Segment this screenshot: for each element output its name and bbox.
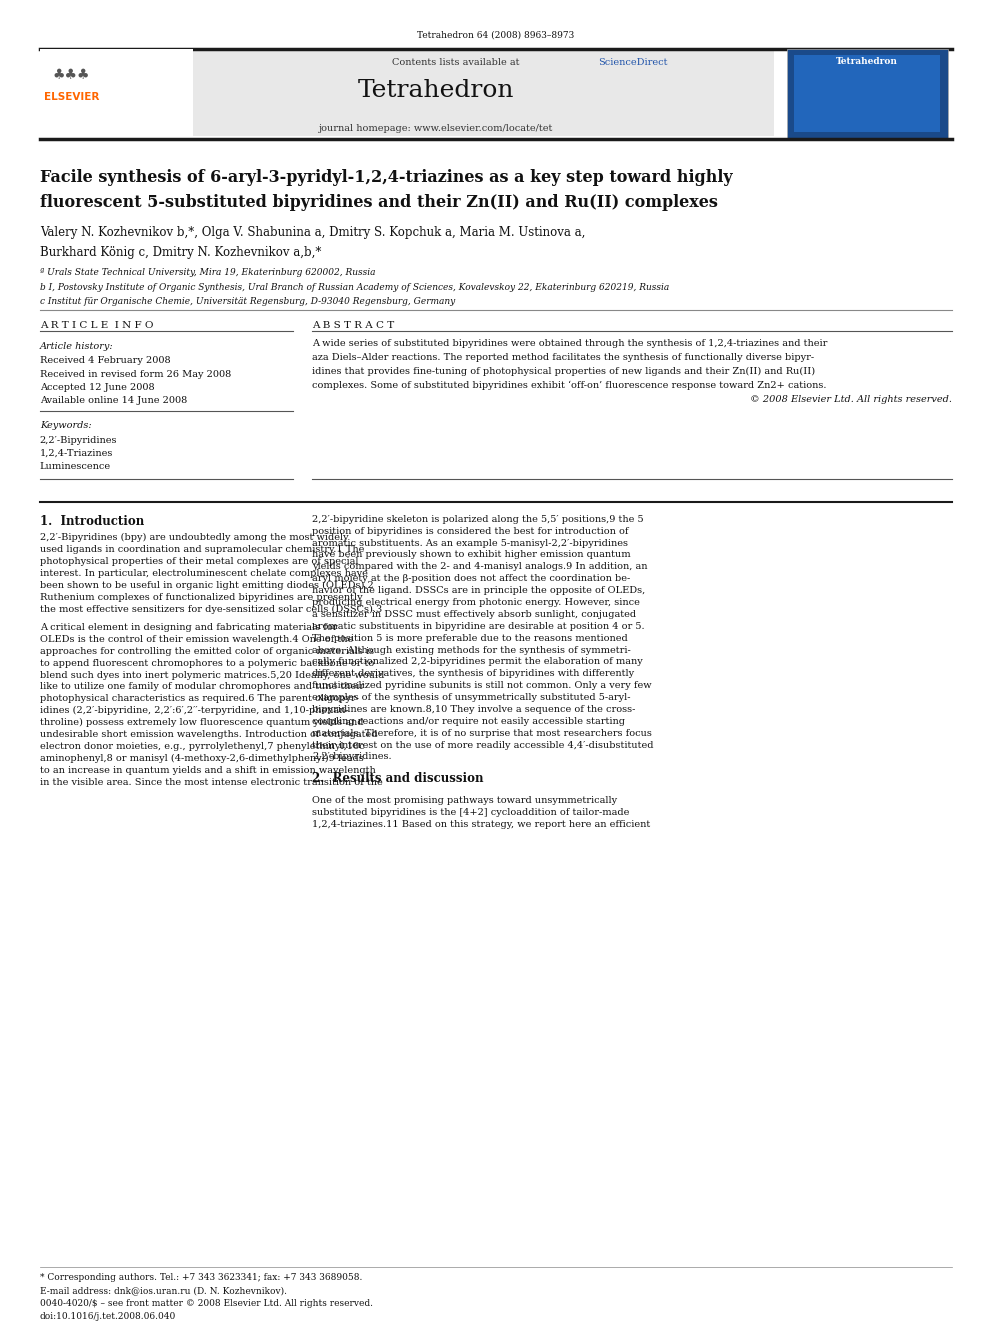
Text: aminophenyl,8 or manisyl (4-methoxy-2,6-dimethylphenyl)9 leads: aminophenyl,8 or manisyl (4-methoxy-2,6-… bbox=[40, 754, 363, 763]
Text: A B S T R A C T: A B S T R A C T bbox=[312, 320, 395, 329]
Text: examples of the synthesis of unsymmetrically substituted 5-aryl-: examples of the synthesis of unsymmetric… bbox=[312, 693, 631, 703]
Text: 2,2′-Bipyridines (bpy) are undoubtedly among the most widely: 2,2′-Bipyridines (bpy) are undoubtedly a… bbox=[40, 533, 348, 542]
Text: Burkhard König c, Dmitry N. Kozhevnikov a,b,*: Burkhard König c, Dmitry N. Kozhevnikov … bbox=[40, 246, 321, 258]
Text: fluorescent 5-substituted bipyridines and their Zn(II) and Ru(II) complexes: fluorescent 5-substituted bipyridines an… bbox=[40, 194, 717, 212]
Text: Article history:: Article history: bbox=[40, 341, 113, 351]
Text: OLEDs is the control of their emission wavelength.4 One of the: OLEDs is the control of their emission w… bbox=[40, 635, 353, 644]
Text: Facile synthesis of 6-aryl-3-pyridyl-1,2,4-triazines as a key step toward highly: Facile synthesis of 6-aryl-3-pyridyl-1,2… bbox=[40, 169, 732, 187]
Text: producing electrical energy from photonic energy. However, since: producing electrical energy from photoni… bbox=[312, 598, 641, 607]
Text: materials. Therefore, it is of no surprise that most researchers focus: materials. Therefore, it is of no surpri… bbox=[312, 729, 653, 738]
Text: A R T I C L E  I N F O: A R T I C L E I N F O bbox=[40, 320, 153, 329]
Text: 1,2,4-triazines.11 Based on this strategy, we report here an efficient: 1,2,4-triazines.11 Based on this strateg… bbox=[312, 820, 651, 828]
Text: aza Diels–Alder reactions. The reported method facilitates the synthesis of func: aza Diels–Alder reactions. The reported … bbox=[312, 353, 814, 363]
Text: the most effective sensitizers for dye-sensitized solar cells (DSSCs).3: the most effective sensitizers for dye-s… bbox=[40, 605, 382, 614]
Text: Keywords:: Keywords: bbox=[40, 421, 91, 430]
Text: E-mail address: dnk@ios.uran.ru (D. N. Kozhevnikov).: E-mail address: dnk@ios.uran.ru (D. N. K… bbox=[40, 1286, 287, 1295]
Text: to append fluorescent chromophores to a polymeric backbone or to: to append fluorescent chromophores to a … bbox=[40, 659, 374, 668]
Text: Tetrahedron: Tetrahedron bbox=[358, 79, 515, 102]
Text: Received 4 February 2008: Received 4 February 2008 bbox=[40, 356, 171, 365]
Text: their interest on the use of more readily accessible 4,4′-disubstituted: their interest on the use of more readil… bbox=[312, 741, 654, 750]
FancyBboxPatch shape bbox=[40, 49, 774, 136]
Text: 2,2′-bipyridines.: 2,2′-bipyridines. bbox=[312, 753, 392, 762]
Text: doi:10.1016/j.tet.2008.06.040: doi:10.1016/j.tet.2008.06.040 bbox=[40, 1312, 176, 1322]
Text: bipyridines are known.8,10 They involve a sequence of the cross-: bipyridines are known.8,10 They involve … bbox=[312, 705, 636, 714]
Text: ♣♣♣: ♣♣♣ bbox=[53, 69, 90, 82]
Text: above. Although existing methods for the synthesis of symmetri-: above. Although existing methods for the… bbox=[312, 646, 631, 655]
Text: ScienceDirect: ScienceDirect bbox=[598, 58, 668, 67]
Text: a sensitizer in DSSC must effectively absorb sunlight, conjugated: a sensitizer in DSSC must effectively ab… bbox=[312, 610, 637, 619]
Text: * Corresponding authors. Tel.: +7 343 3623341; fax: +7 343 3689058.: * Corresponding authors. Tel.: +7 343 36… bbox=[40, 1273, 362, 1282]
Text: undesirable short emission wavelengths. Introduction of conjugated: undesirable short emission wavelengths. … bbox=[40, 730, 377, 740]
Text: b I, Postovsky Institute of Organic Synthesis, Ural Branch of Russian Academy of: b I, Postovsky Institute of Organic Synt… bbox=[40, 283, 669, 291]
Text: © 2008 Elsevier Ltd. All rights reserved.: © 2008 Elsevier Ltd. All rights reserved… bbox=[750, 394, 952, 404]
Text: substituted bipyridines is the [4+2] cycloaddition of tailor-made: substituted bipyridines is the [4+2] cyc… bbox=[312, 808, 630, 816]
Text: blend such dyes into inert polymeric matrices.5,20 Ideally, one would: blend such dyes into inert polymeric mat… bbox=[40, 671, 384, 680]
Text: 2.  Results and discussion: 2. Results and discussion bbox=[312, 773, 484, 786]
Text: Ruthenium complexes of functionalized bipyridines are presently: Ruthenium complexes of functionalized bi… bbox=[40, 593, 362, 602]
FancyBboxPatch shape bbox=[787, 49, 948, 139]
Text: electron donor moieties, e.g., pyrrolylethenyl,7 phenylethinyl,10c: electron donor moieties, e.g., pyrrolyle… bbox=[40, 742, 364, 751]
Text: Valery N. Kozhevnikov b,*, Olga V. Shabunina a, Dmitry S. Kopchuk a, Maria M. Us: Valery N. Kozhevnikov b,*, Olga V. Shabu… bbox=[40, 226, 585, 238]
Text: 2,2′-bipyridine skeleton is polarized along the 5,5′ positions,9 the 5: 2,2′-bipyridine skeleton is polarized al… bbox=[312, 515, 644, 524]
Text: like to utilize one family of modular chromophores and tune their: like to utilize one family of modular ch… bbox=[40, 683, 364, 692]
Text: approaches for controlling the emitted color of organic materials is: approaches for controlling the emitted c… bbox=[40, 647, 374, 656]
Text: photophysical properties of their metal complexes are of special: photophysical properties of their metal … bbox=[40, 557, 358, 566]
Text: used ligands in coordination and supramolecular chemistry.1 The: used ligands in coordination and supramo… bbox=[40, 545, 364, 554]
Text: photophysical characteristics as required.6 The parent oligopyr-: photophysical characteristics as require… bbox=[40, 695, 359, 704]
Text: One of the most promising pathways toward unsymmetrically: One of the most promising pathways towar… bbox=[312, 796, 618, 804]
Text: journal homepage: www.elsevier.com/locate/tet: journal homepage: www.elsevier.com/locat… bbox=[319, 124, 554, 134]
Text: coupling reactions and/or require not easily accessible starting: coupling reactions and/or require not ea… bbox=[312, 717, 626, 726]
Text: 1.  Introduction: 1. Introduction bbox=[40, 515, 144, 528]
Text: aromatic substituents. As an example 5-manisyl-2,2′-bipyridines: aromatic substituents. As an example 5-m… bbox=[312, 538, 629, 548]
Text: Available online 14 June 2008: Available online 14 June 2008 bbox=[40, 396, 186, 405]
FancyBboxPatch shape bbox=[794, 56, 940, 132]
Text: 2,2′-Bipyridines: 2,2′-Bipyridines bbox=[40, 435, 117, 445]
Text: ELSEVIER: ELSEVIER bbox=[44, 93, 99, 102]
FancyBboxPatch shape bbox=[40, 49, 193, 136]
Text: throline) possess extremely low fluorescence quantum yields and: throline) possess extremely low fluoresc… bbox=[40, 718, 363, 728]
Text: been shown to be useful in organic light emitting diodes (OLEDs).2: been shown to be useful in organic light… bbox=[40, 581, 373, 590]
Text: complexes. Some of substituted bipyridines exhibit ‘off-on’ fluorescence respons: complexes. Some of substituted bipyridin… bbox=[312, 381, 827, 390]
Text: Contents lists available at: Contents lists available at bbox=[392, 58, 523, 67]
Text: aryl moiety at the β-position does not affect the coordination be-: aryl moiety at the β-position does not a… bbox=[312, 574, 631, 583]
Text: ª Urals State Technical University, Mira 19, Ekaterinburg 620002, Russia: ª Urals State Technical University, Mira… bbox=[40, 269, 375, 277]
Text: functionalized pyridine subunits is still not common. Only a very few: functionalized pyridine subunits is stil… bbox=[312, 681, 652, 691]
Text: Accepted 12 June 2008: Accepted 12 June 2008 bbox=[40, 382, 155, 392]
Text: A wide series of substituted bipyridines were obtained through the synthesis of : A wide series of substituted bipyridines… bbox=[312, 339, 828, 348]
Text: A critical element in designing and fabricating materials for: A critical element in designing and fabr… bbox=[40, 623, 337, 632]
Text: cally functionalized 2,2-bipyridines permit the elaboration of many: cally functionalized 2,2-bipyridines per… bbox=[312, 658, 643, 667]
Text: 0040-4020/$ – see front matter © 2008 Elsevier Ltd. All rights reserved.: 0040-4020/$ – see front matter © 2008 El… bbox=[40, 1299, 373, 1308]
Text: Tetrahedron 64 (2008) 8963–8973: Tetrahedron 64 (2008) 8963–8973 bbox=[418, 30, 574, 40]
Text: yields compared with the 2- and 4-manisyl analogs.9 In addition, an: yields compared with the 2- and 4-manisy… bbox=[312, 562, 648, 572]
Text: 1,2,4-Triazines: 1,2,4-Triazines bbox=[40, 448, 113, 458]
Text: idines that provides fine-tuning of photophysical properties of new ligands and : idines that provides fine-tuning of phot… bbox=[312, 366, 815, 376]
Text: idines (2,2′-bipyridine, 2,2′:6′,2′′-terpyridine, and 1,10-phenan-: idines (2,2′-bipyridine, 2,2′:6′,2′′-ter… bbox=[40, 706, 348, 716]
Text: different derivatives, the synthesis of bipyridines with differently: different derivatives, the synthesis of … bbox=[312, 669, 635, 679]
Text: aromatic substituents in bipyridine are desirable at position 4 or 5.: aromatic substituents in bipyridine are … bbox=[312, 622, 645, 631]
Text: c Institut für Organische Chemie, Universität Regensburg, D-93040 Regensburg, Ge: c Institut für Organische Chemie, Univer… bbox=[40, 298, 455, 306]
Text: havior of the ligand. DSSCs are in principle the opposite of OLEDs,: havior of the ligand. DSSCs are in princ… bbox=[312, 586, 646, 595]
Text: The position 5 is more preferable due to the reasons mentioned: The position 5 is more preferable due to… bbox=[312, 634, 628, 643]
Text: have been previously shown to exhibit higher emission quantum: have been previously shown to exhibit hi… bbox=[312, 550, 631, 560]
Text: to an increase in quantum yields and a shift in emission wavelength: to an increase in quantum yields and a s… bbox=[40, 766, 375, 775]
Text: Luminescence: Luminescence bbox=[40, 462, 111, 471]
Text: Received in revised form 26 May 2008: Received in revised form 26 May 2008 bbox=[40, 369, 231, 378]
Text: position of bipyridines is considered the best for introduction of: position of bipyridines is considered th… bbox=[312, 527, 629, 536]
Text: in the visible area. Since the most intense electronic transition of the: in the visible area. Since the most inte… bbox=[40, 778, 383, 787]
Text: Tetrahedron: Tetrahedron bbox=[836, 57, 898, 66]
Text: interest. In particular, electroluminescent chelate complexes have: interest. In particular, electroluminesc… bbox=[40, 569, 368, 578]
